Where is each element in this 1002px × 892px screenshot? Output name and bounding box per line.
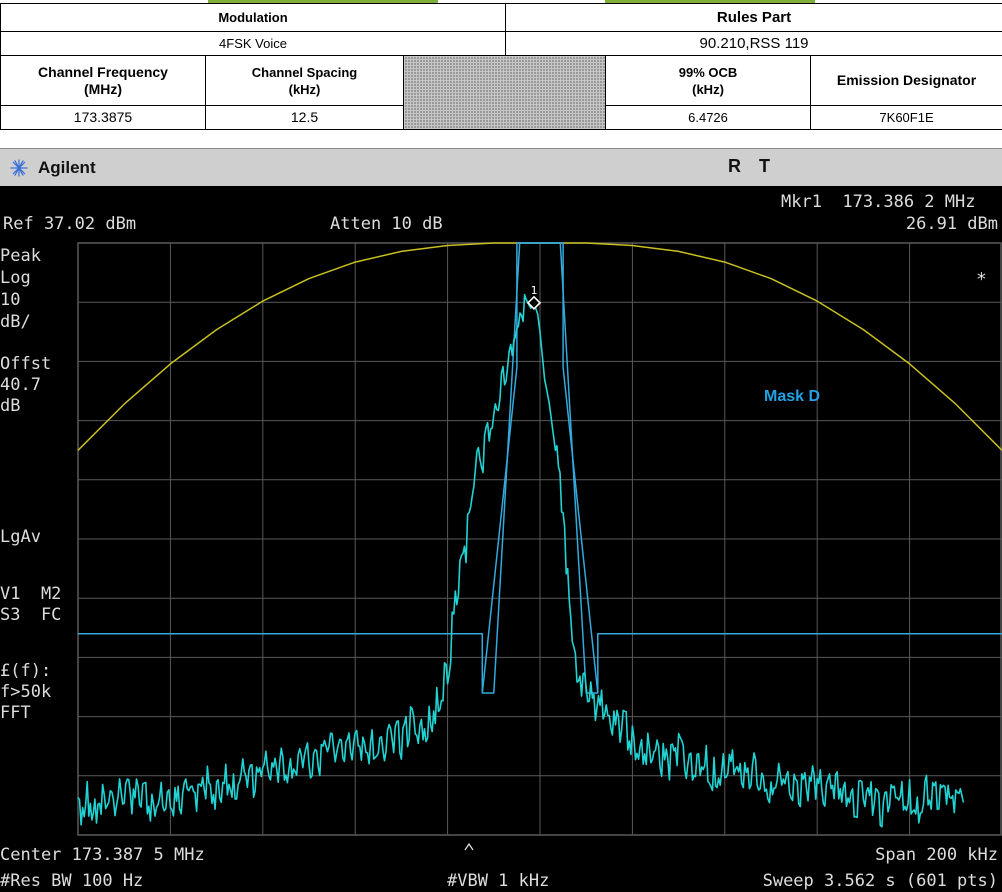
graticule: [77, 242, 1002, 836]
annot-fft: FFT: [0, 703, 31, 723]
annot-lgav: LgAv: [0, 527, 41, 547]
marker-number: 1: [531, 284, 538, 297]
analyzer-title-bar: Agilent R T: [0, 148, 1002, 186]
rules-part-label: Rules Part: [505, 3, 1002, 32]
series-mask-inner: [481, 242, 599, 694]
marker-readout: Mkr1 173.386 2 MHz: [781, 192, 975, 212]
trace-layer: [77, 293, 965, 828]
rules-part-value: 90.210,RSS 119: [505, 31, 1002, 56]
ocb-value: 6.4726: [605, 105, 812, 130]
channel-spacing-label-line2: (kHz): [288, 81, 321, 97]
ocb-label-line2: (kHz): [692, 81, 724, 97]
annot-v1-m2: V1 M2: [0, 584, 61, 604]
annot-s3-fc: S3 FC: [0, 605, 61, 625]
attenuation: Atten 10 dB: [330, 214, 443, 234]
channel-frequency-label-line1: Channel Frequency: [38, 63, 168, 80]
ocb-label-line1: 99% OCB: [678, 64, 738, 80]
channel-spacing-label: Channel Spacing (kHz): [205, 55, 404, 106]
annot-db-per-div: dB/: [0, 312, 31, 332]
emission-designator-label: Emission Designator: [810, 55, 1002, 106]
spectrum-chart: 1 Mkr1 173.386 2 MHz 26.91 dBm Ref 37.02…: [0, 192, 1002, 891]
center-caret-icon: [464, 842, 474, 851]
marker-level: 26.91 dBm: [906, 214, 998, 234]
res-bw: #Res BW 100 Hz: [0, 871, 143, 891]
analyzer-screen: 1 Mkr1 173.386 2 MHz 26.91 dBm Ref 37.02…: [0, 186, 1002, 892]
marker-layer: 1: [526, 284, 542, 310]
vbw: #VBW 1 kHz: [447, 871, 549, 891]
asterisk-indicator: *: [976, 269, 987, 290]
trigger-flag: T: [759, 156, 770, 176]
annot-lf: £(f):: [0, 661, 51, 681]
agilent-spark-icon: [10, 159, 28, 177]
modulation-value: 4FSK Voice: [0, 31, 507, 56]
remote-flag: R: [728, 156, 741, 176]
emission-designator-value: 7K60F1E: [810, 105, 1002, 130]
ocb-label: 99% OCB (kHz): [605, 55, 812, 106]
channel-spacing-value: 12.5: [205, 105, 404, 130]
spec-table: Modulation Rules Part 4FSK Voice 90.210,…: [0, 3, 1002, 130]
channel-frequency-label-line2: (MHz): [83, 80, 123, 97]
channel-frequency-value: 173.3875: [0, 105, 206, 130]
channel-spacing-label-line1: Channel Spacing: [251, 64, 358, 80]
span: Span 200 kHz: [875, 845, 998, 865]
channel-frequency-label: Channel Frequency (MHz): [0, 55, 206, 106]
marker-diamond-icon: [526, 295, 542, 310]
annot-db: dB: [0, 396, 20, 416]
annot-log: Log: [0, 268, 31, 288]
mask-layer: [78, 242, 1002, 694]
mask-label: Mask D: [764, 388, 820, 405]
annot-scale: 10: [0, 290, 20, 310]
brand-name: Agilent: [38, 158, 96, 177]
shaded-cell: [402, 55, 607, 130]
header-accent-line: [0, 0, 1002, 3]
ref-level: Ref 37.02 dBm: [3, 214, 136, 234]
modulation-label: Modulation: [0, 3, 507, 32]
center-frequency: Center 173.387 5 MHz: [0, 845, 205, 865]
annot-offst: Offst: [0, 354, 51, 374]
annot-f50k: f>50k: [0, 682, 51, 702]
sweep-time: Sweep 3.562 s (601 pts): [763, 871, 998, 891]
annot-peak: Peak: [0, 246, 41, 266]
left-annotations: Peak Log 10 dB/ Offst 40.7 dB LgAv V1 M2…: [0, 246, 61, 723]
series-trace: [77, 293, 965, 828]
annot-offset-value: 40.7: [0, 375, 41, 395]
